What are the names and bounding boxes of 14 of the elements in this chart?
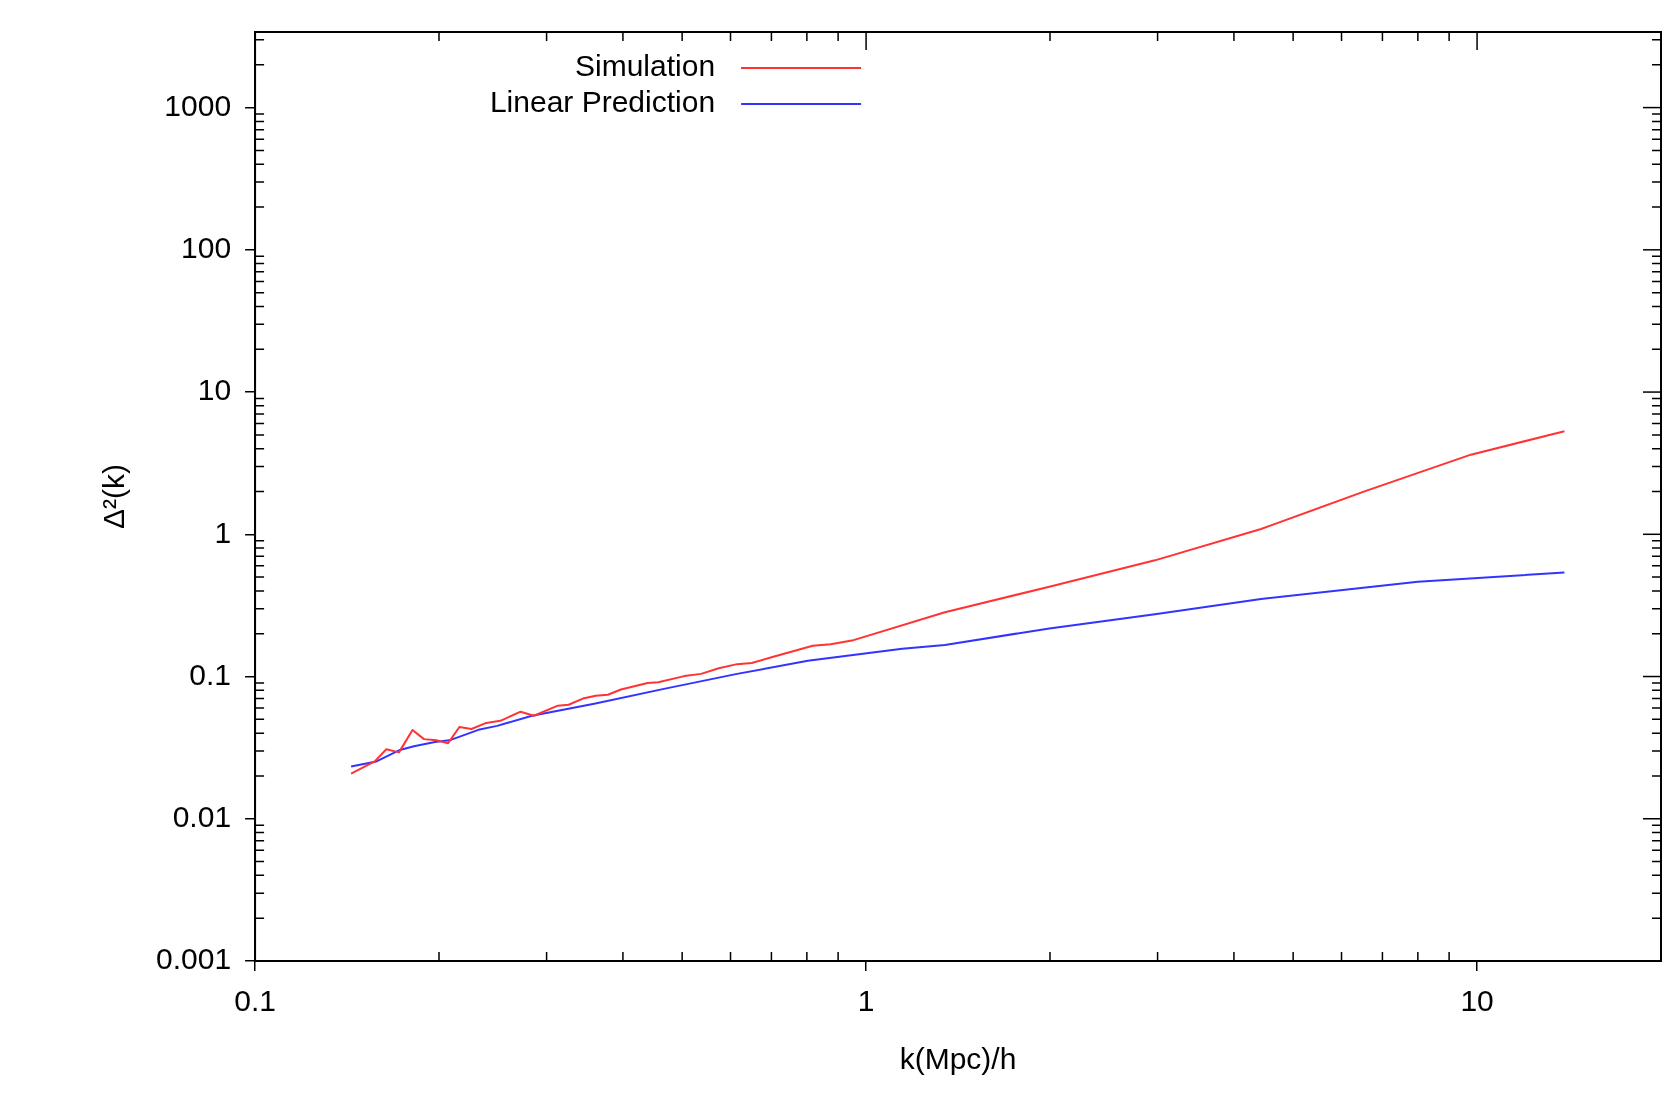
y-tick-label: 0.1	[189, 657, 232, 691]
x-tick-label: 1	[857, 984, 875, 1018]
y-tick-label: 100	[181, 231, 232, 265]
y-axis-title: Δ²(k)	[97, 463, 131, 530]
y-tick-label: 0.01	[172, 800, 232, 834]
y-tick-label: 10	[197, 373, 232, 407]
y-tick-label: 1	[214, 515, 232, 549]
x-axis-title: k(Mpc)/h	[899, 1042, 1017, 1076]
legend-label: Linear Prediction	[489, 85, 716, 119]
x-tick-label: 0.1	[234, 984, 276, 1018]
legend-label: Simulation	[575, 49, 716, 83]
x-tick-label: 10	[1460, 984, 1494, 1018]
y-tick-label: 1000	[164, 88, 232, 122]
y-tick-label: 0.001	[156, 942, 232, 976]
